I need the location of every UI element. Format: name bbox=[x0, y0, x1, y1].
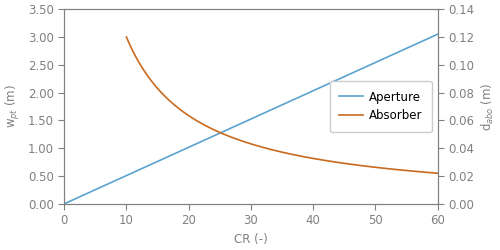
Absorber bbox=[345, 162, 351, 165]
Aperture bbox=[352, 70, 358, 73]
Absorber bbox=[434, 172, 440, 175]
X-axis label: CR (-): CR (-) bbox=[234, 233, 268, 246]
Aperture bbox=[318, 86, 324, 89]
Aperture bbox=[61, 202, 67, 205]
Absorber bbox=[204, 125, 210, 128]
Absorber bbox=[392, 168, 398, 171]
Y-axis label: w$_{pt}$ (m): w$_{pt}$ (m) bbox=[4, 84, 22, 128]
Aperture bbox=[212, 134, 218, 137]
Y-axis label: d$_{abo}$ (m): d$_{abo}$ (m) bbox=[480, 82, 496, 131]
Legend: Aperture, Absorber: Aperture, Absorber bbox=[330, 81, 432, 132]
Line: Absorber: Absorber bbox=[126, 37, 438, 173]
Absorber bbox=[158, 90, 164, 93]
Aperture bbox=[226, 128, 232, 131]
Line: Aperture: Aperture bbox=[64, 34, 438, 204]
Aperture bbox=[100, 185, 105, 188]
Aperture bbox=[359, 67, 365, 70]
Aperture bbox=[434, 33, 440, 36]
Absorber bbox=[256, 145, 262, 148]
Absorber bbox=[358, 164, 364, 167]
Absorber bbox=[124, 36, 130, 38]
